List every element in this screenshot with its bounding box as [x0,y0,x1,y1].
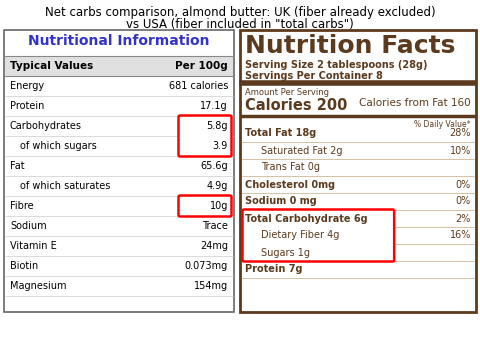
Text: Protein 7g: Protein 7g [245,265,302,274]
FancyBboxPatch shape [242,210,394,261]
Text: Saturated Fat 2g: Saturated Fat 2g [261,145,343,156]
Text: 10%: 10% [450,145,471,156]
Text: of which saturates: of which saturates [20,181,110,191]
Text: vs USA (fiber included in "total carbs"): vs USA (fiber included in "total carbs") [126,18,354,31]
Text: 154mg: 154mg [194,281,228,291]
Text: Serving Size 2 tablespoons (28g): Serving Size 2 tablespoons (28g) [245,60,428,70]
Text: 0%: 0% [456,180,471,189]
Text: Dietary Fiber 4g: Dietary Fiber 4g [261,230,339,240]
Bar [4,30,234,312]
Text: 3.9: 3.9 [213,141,228,151]
Text: Carbohydrates: Carbohydrates [10,121,82,131]
Text: 16%: 16% [450,230,471,240]
Text: Trans Fat 0g: Trans Fat 0g [261,162,320,172]
Text: 5.8g: 5.8g [206,121,228,131]
FancyBboxPatch shape [179,195,231,216]
Text: Fibre: Fibre [10,201,34,211]
Text: Fat: Fat [10,161,24,171]
Text: Per 100g: Per 100g [175,61,228,71]
Text: 28%: 28% [449,129,471,139]
Text: Typical Values: Typical Values [10,61,93,71]
Text: Cholesterol 0mg: Cholesterol 0mg [245,180,335,189]
Bar [240,30,476,312]
Text: Sodium 0 mg: Sodium 0 mg [245,197,317,207]
Text: Energy: Energy [10,81,44,91]
Text: Nutrition Facts: Nutrition Facts [245,34,456,58]
Text: Sodium: Sodium [10,221,47,231]
Text: Amount Per Serving: Amount Per Serving [245,88,329,97]
Text: % Daily Value*: % Daily Value* [415,120,471,129]
Text: Magnesium: Magnesium [10,281,67,291]
Text: Total Carbohydrate 6g: Total Carbohydrate 6g [245,213,368,224]
Text: Servings Per Container 8: Servings Per Container 8 [245,71,383,81]
Text: Trace: Trace [202,221,228,231]
Text: Nutritional Information: Nutritional Information [28,34,210,48]
Text: of which sugars: of which sugars [20,141,97,151]
Text: Calories 200: Calories 200 [245,98,348,113]
Text: Biotin: Biotin [10,261,38,271]
Text: Protein: Protein [10,101,44,111]
Text: Vitamin E: Vitamin E [10,241,57,251]
Bar [5,56,233,76]
Text: 4.9g: 4.9g [206,181,228,191]
Text: Total Fat 18g: Total Fat 18g [245,129,316,139]
Text: 17.1g: 17.1g [200,101,228,111]
Text: 2%: 2% [456,213,471,224]
Text: Calories from Fat 160: Calories from Fat 160 [360,98,471,108]
Text: 0%: 0% [456,197,471,207]
Text: Net carbs comparison, almond butter: UK (fiber already excluded): Net carbs comparison, almond butter: UK … [45,6,435,19]
Text: Sugars 1g: Sugars 1g [261,248,310,257]
Text: 10g: 10g [210,201,228,211]
Text: 0.073mg: 0.073mg [185,261,228,271]
Text: 65.6g: 65.6g [200,161,228,171]
Text: 24mg: 24mg [200,241,228,251]
FancyBboxPatch shape [179,116,231,157]
Text: 681 calories: 681 calories [168,81,228,91]
